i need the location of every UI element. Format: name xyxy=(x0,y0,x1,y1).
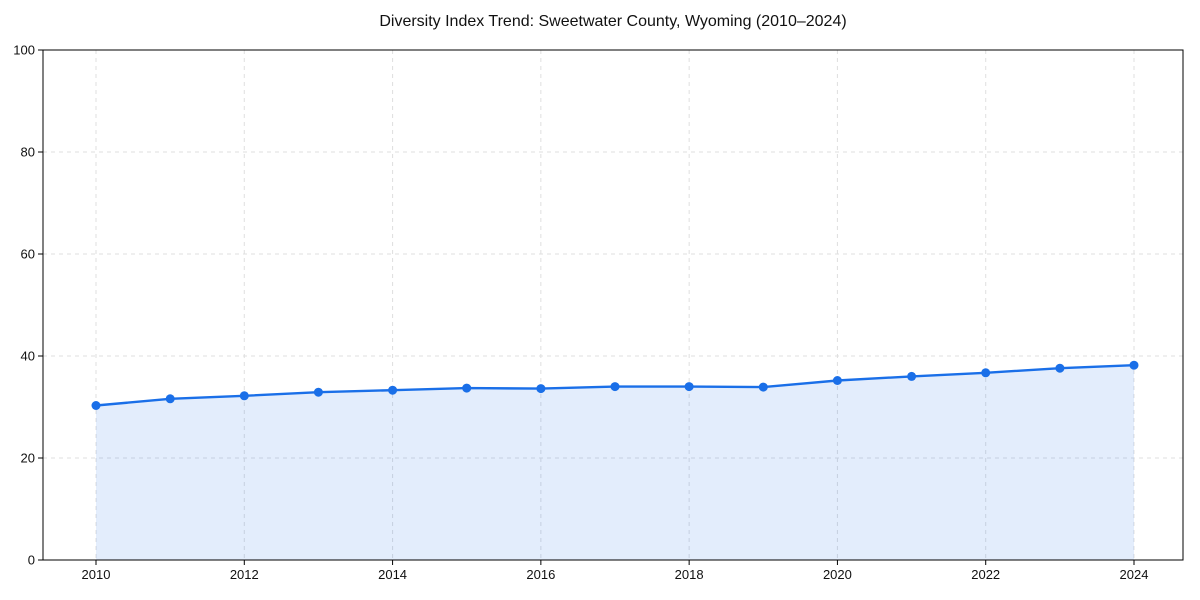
series-area-fill xyxy=(96,365,1134,560)
data-point-2015 xyxy=(462,383,472,393)
plot-border xyxy=(42,49,1184,561)
data-point-2024 xyxy=(1129,360,1139,370)
data-point-2012 xyxy=(239,391,249,401)
data-point-2011 xyxy=(165,394,175,404)
chart-title: Diversity Index Trend: Sweetwater County… xyxy=(379,13,847,30)
data-point-2021 xyxy=(907,371,917,381)
x-tick-label: 2016 xyxy=(526,567,555,582)
data-point-2020 xyxy=(832,376,842,385)
data-point-2013 xyxy=(313,387,323,397)
y-tick-label: 100 xyxy=(13,43,35,58)
data-point-2019 xyxy=(758,382,768,392)
x-tick-label: 2022 xyxy=(971,567,1000,582)
x-tick-label: 2024 xyxy=(1120,567,1149,582)
data-point-2016 xyxy=(536,384,546,394)
data-point-2022 xyxy=(981,368,991,378)
x-tick-label: 2020 xyxy=(823,567,852,582)
x-tick-label: 2018 xyxy=(675,567,704,582)
y-tick-label: 40 xyxy=(21,349,35,364)
y-tick-label: 80 xyxy=(21,145,35,160)
x-tick-label: 2014 xyxy=(378,567,407,582)
data-point-2017 xyxy=(610,382,620,392)
x-tick-label: 2010 xyxy=(82,567,111,582)
data-point-2014 xyxy=(388,385,398,395)
data-point-2023 xyxy=(1055,363,1065,373)
x-tick-label: 2012 xyxy=(230,567,259,582)
y-tick-label: 0 xyxy=(28,553,35,568)
data-point-2018 xyxy=(684,382,694,392)
y-tick-label: 60 xyxy=(21,247,35,262)
y-tick-label: 20 xyxy=(21,451,35,466)
data-point-2010 xyxy=(91,401,101,410)
